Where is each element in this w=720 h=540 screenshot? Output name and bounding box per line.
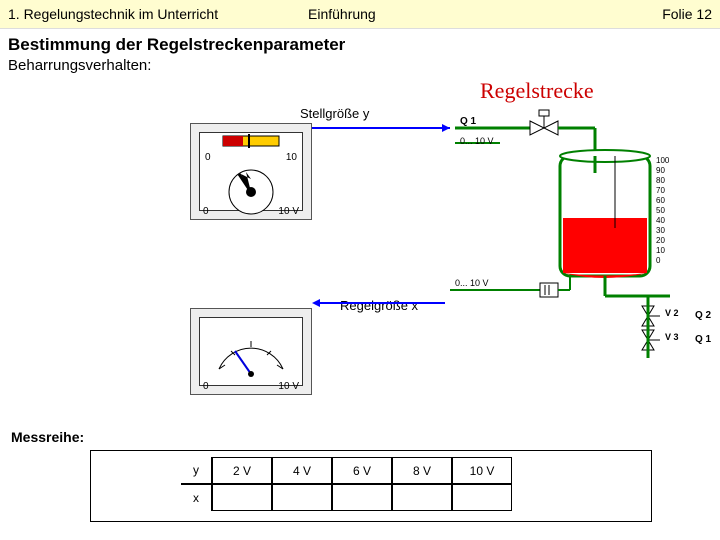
valve-q2: Q 2 xyxy=(695,310,711,321)
gauge-y-scale-right: 10 xyxy=(286,152,297,163)
tank-scale: 100 90 80 70 60 50 40 30 20 10 0 xyxy=(656,156,669,266)
scale-40: 40 xyxy=(656,216,669,226)
scale-100: 100 xyxy=(656,156,669,166)
gauge-y-br: 10 V xyxy=(278,206,299,217)
regelstrecke-title: Regelstrecke xyxy=(480,78,594,104)
diagram-area: Regelstrecke Stellgröße y 0 10 0 10 V xyxy=(0,78,720,408)
gauge-x: 0 10 V xyxy=(190,308,312,395)
mess-y-0: 2 V xyxy=(212,457,272,484)
scale-30: 30 xyxy=(656,226,669,236)
scale-80: 80 xyxy=(656,176,669,186)
messreihe-title: Messreihe: xyxy=(11,429,84,445)
gauge-x-br: 10 V xyxy=(278,381,299,392)
gauge-y: 0 10 0 10 V xyxy=(190,123,312,220)
mess-y-1: 4 V xyxy=(272,457,332,484)
sub-title: Beharrungsverhalten: xyxy=(0,57,720,78)
gauge-y-scale-left: 0 xyxy=(205,152,211,163)
scale-90: 90 xyxy=(656,166,669,176)
mess-x-1 xyxy=(272,484,332,511)
scale-10: 10 xyxy=(656,246,669,256)
scale-60: 60 xyxy=(656,196,669,206)
gauge-y-bl: 0 xyxy=(203,206,209,217)
header-right: Folie 12 xyxy=(632,6,712,22)
range-2: 0... 10 V xyxy=(455,278,489,288)
scale-70: 70 xyxy=(656,186,669,196)
mess-x-2 xyxy=(332,484,392,511)
mess-x-4 xyxy=(452,484,512,511)
section-title: Bestimmung der Regelstreckenparameter xyxy=(0,29,720,57)
row-x-header: x xyxy=(181,484,212,511)
regelgroesse-label: Regelgröße x xyxy=(340,298,418,313)
stellgroesse-label: Stellgröße y xyxy=(300,106,369,121)
mess-x-0 xyxy=(212,484,272,511)
mess-y-4: 10 V xyxy=(452,457,512,484)
mess-x-3 xyxy=(392,484,452,511)
scale-0: 0 xyxy=(656,256,669,266)
valve-q1b: Q 1 xyxy=(695,334,711,345)
header-center: Einführung xyxy=(248,6,632,22)
messreihe-box: Messreihe: y 2 V 4 V 6 V 8 V 10 V x xyxy=(90,450,652,522)
messreihe-table: y 2 V 4 V 6 V 8 V 10 V x xyxy=(181,457,512,511)
mess-y-3: 8 V xyxy=(392,457,452,484)
valve-v2: V 2 xyxy=(665,308,679,318)
mess-y-2: 6 V xyxy=(332,457,392,484)
valve-q1: Q 1 xyxy=(460,116,476,127)
gauge-x-bl: 0 xyxy=(203,381,209,392)
slide-header: 1. Regelungstechnik im Unterricht Einfüh… xyxy=(0,0,720,29)
scale-20: 20 xyxy=(656,236,669,246)
range-1: 0... 10 V xyxy=(460,136,494,146)
row-y-header: y xyxy=(181,457,212,484)
scale-50: 50 xyxy=(656,206,669,216)
valve-v3: V 3 xyxy=(665,332,679,342)
header-left: 1. Regelungstechnik im Unterricht xyxy=(8,6,248,22)
